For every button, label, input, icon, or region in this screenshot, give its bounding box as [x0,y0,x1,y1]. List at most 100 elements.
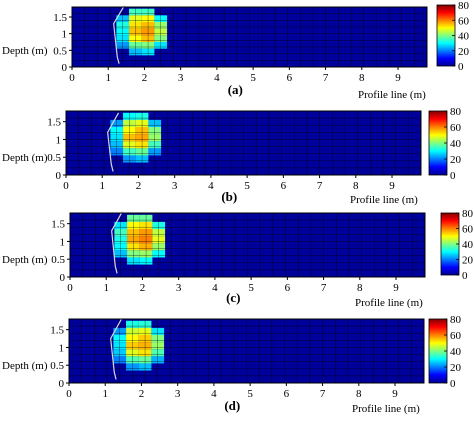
panel-label: (c) [226,290,240,305]
heatmap-svg: 0 1 2 3 4 5 6 7 8 9 1.5 1 0.5 0 Depth (m) Profile line … [2,314,462,415]
x-tick-label: 9 [389,180,395,192]
x-tick-label: 0 [67,282,73,294]
colorbar-tick-label: 0 [450,378,456,390]
y-tick-label: 0 [59,378,65,390]
colorbar-tick-label: 60 [458,15,470,27]
heatmap-panel: 0 1 2 3 4 5 6 7 8 9 1.5 1 0.5 0 Depth (m) Profile line … [0,208,474,315]
x-tick-label: 8 [353,180,359,192]
y-tick-label: 1 [62,29,68,41]
x-tick-label: 9 [395,72,401,84]
x-tick-label: 5 [250,72,256,84]
x-tick-label: 6 [281,180,287,192]
x-tick-label: 8 [357,282,363,294]
x-tick-label: 0 [69,72,75,84]
x-tick-label: 9 [393,282,399,294]
heatmap-panel: 0 1 2 3 4 5 6 7 8 9 1.5 1 0.5 0 Depth (m) Profile line … [0,106,474,211]
x-tick-label: 6 [285,282,291,294]
plot-frame [65,110,422,176]
x-tick-label: 4 [212,282,218,294]
x-tick-label: 1 [99,180,105,192]
y-axis-label: Depth (m) [2,254,48,266]
y-tick-label: 0 [62,62,68,74]
panel-label: (a) [228,82,243,97]
y-tick-label: 0.5 [50,360,64,372]
plot-frame [69,212,426,278]
x-tick-label: 7 [321,282,327,294]
plot-frame [68,318,425,384]
x-tick-label: 5 [244,180,250,192]
y-tick-label: 1 [59,342,65,354]
panel-label: (d) [224,398,240,413]
x-tick-label: 7 [317,180,323,192]
x-tick-label: 4 [211,388,217,400]
y-axis-label: Depth (m) [2,152,48,164]
x-tick-label: 0 [63,180,69,192]
x-axis-label: Profile line (m) [355,297,423,309]
y-tick-label: 1.5 [53,12,67,24]
x-axis-label: Profile line (m) [352,403,420,415]
colorbar-tick-label: 80 [462,208,474,220]
x-tick-label: 7 [323,72,329,84]
y-tick-label: 0.5 [53,45,67,57]
y-tick-label: 0 [56,170,62,182]
x-tick-label: 6 [284,388,290,400]
x-tick-label: 8 [359,72,365,84]
colorbar-tick-label: 40 [458,31,470,43]
x-tick-label: 5 [248,282,254,294]
heatmap-svg: 0 1 2 3 4 5 6 7 8 9 1.5 1 0.5 0 Depth (m) Profile line … [2,0,470,101]
x-tick-label: 8 [356,388,362,400]
y-tick-label: 1 [60,236,66,248]
x-tick-label: 3 [172,180,178,192]
anomaly-outline [110,318,123,380]
x-tick-label: 4 [208,180,214,192]
x-tick-label: 3 [176,282,182,294]
x-tick-label: 6 [287,72,293,84]
x-tick-label: 5 [247,388,253,400]
colorbar-tick-label: 20 [458,46,470,58]
heatmap-svg: 0 1 2 3 4 5 6 7 8 9 1.5 1 0.5 0 Depth (m) Profile line … [2,208,474,309]
colorbar-tick-label: 20 [450,154,462,166]
x-axis-label: Profile line (m) [350,194,418,206]
y-axis-label: Depth (m) [2,45,48,57]
colorbar-tick-label: 20 [462,255,474,267]
x-tick-label: 1 [103,282,109,294]
x-tick-label: 4 [214,72,220,84]
anomaly-outline [111,210,124,274]
heatmap-panel: 0 1 2 3 4 5 6 7 8 9 1.5 1 0.5 0 Depth (m) Profile line … [0,314,474,421]
y-tick-label: 1.5 [50,325,64,337]
colorbar-tick-label: 60 [450,122,462,134]
plot-frame [71,6,428,68]
x-tick-label: 2 [140,282,146,294]
x-tick-label: 0 [66,388,72,400]
x-tick-label: 9 [392,388,398,400]
x-tick-label: 1 [105,72,111,84]
colorbar-tick-label: 0 [458,61,464,73]
heatmap-panel: 0 1 2 3 4 5 6 7 8 9 1.5 1 0.5 0 Depth (m) Profile line … [0,0,474,107]
y-tick-label: 1 [56,134,62,146]
y-tick-label: 0.5 [47,152,61,164]
y-tick-label: 1.5 [47,117,61,129]
x-tick-label: 7 [320,388,326,400]
x-tick-label: 2 [136,180,142,192]
y-tick-label: 1.5 [51,219,65,231]
colorbar-tick-label: 40 [450,346,462,358]
x-tick-label: 2 [139,388,145,400]
x-tick-label: 3 [178,72,184,84]
colorbar-tick-label: 60 [450,330,462,342]
anomaly-outline [113,5,126,64]
x-tick-label: 3 [175,388,181,400]
y-tick-label: 0.5 [51,254,65,266]
y-axis-label: Depth (m) [2,360,48,372]
heatmap-svg: 0 1 2 3 4 5 6 7 8 9 1.5 1 0.5 0 Depth (m) Profile line … [2,106,462,206]
colorbar-tick-label: 80 [450,106,462,118]
x-tick-label: 1 [102,388,108,400]
panel-label: (b) [221,189,237,204]
colorbar-tick-label: 0 [450,170,456,182]
x-axis-label: Profile line (m) [358,89,426,101]
colorbar-tick-label: 40 [462,239,474,251]
colorbar-tick-label: 80 [458,0,470,12]
colorbar-tick-label: 0 [462,270,468,282]
x-tick-label: 2 [142,72,148,84]
colorbar-tick-label: 20 [450,362,462,374]
colorbar-tick-label: 80 [450,314,462,326]
